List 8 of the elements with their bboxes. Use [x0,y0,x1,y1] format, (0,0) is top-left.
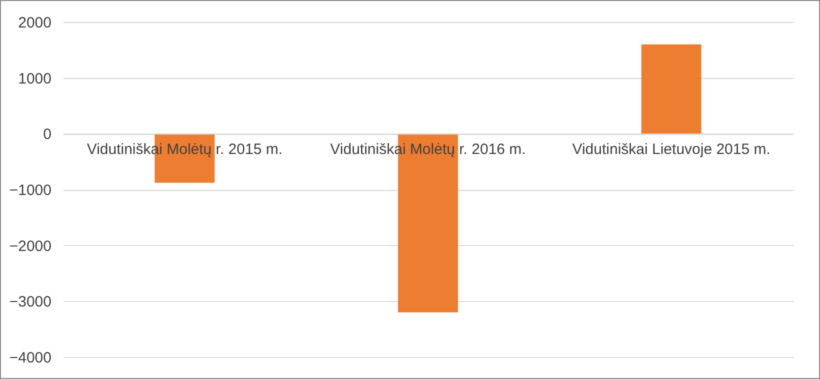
x-tick-label: Vidutiniškai Lietuvoje 2015 m. [572,141,770,158]
y-tick-label: 1000 [18,70,52,88]
y-tick-label: 0 [43,126,52,144]
y-tick-label: −2000 [9,238,52,255]
y-tick-label: −3000 [9,294,52,311]
y-tick-label: −4000 [9,350,52,366]
y-tick-label: −1000 [9,182,52,199]
y-tick-label: 2000 [18,14,52,32]
